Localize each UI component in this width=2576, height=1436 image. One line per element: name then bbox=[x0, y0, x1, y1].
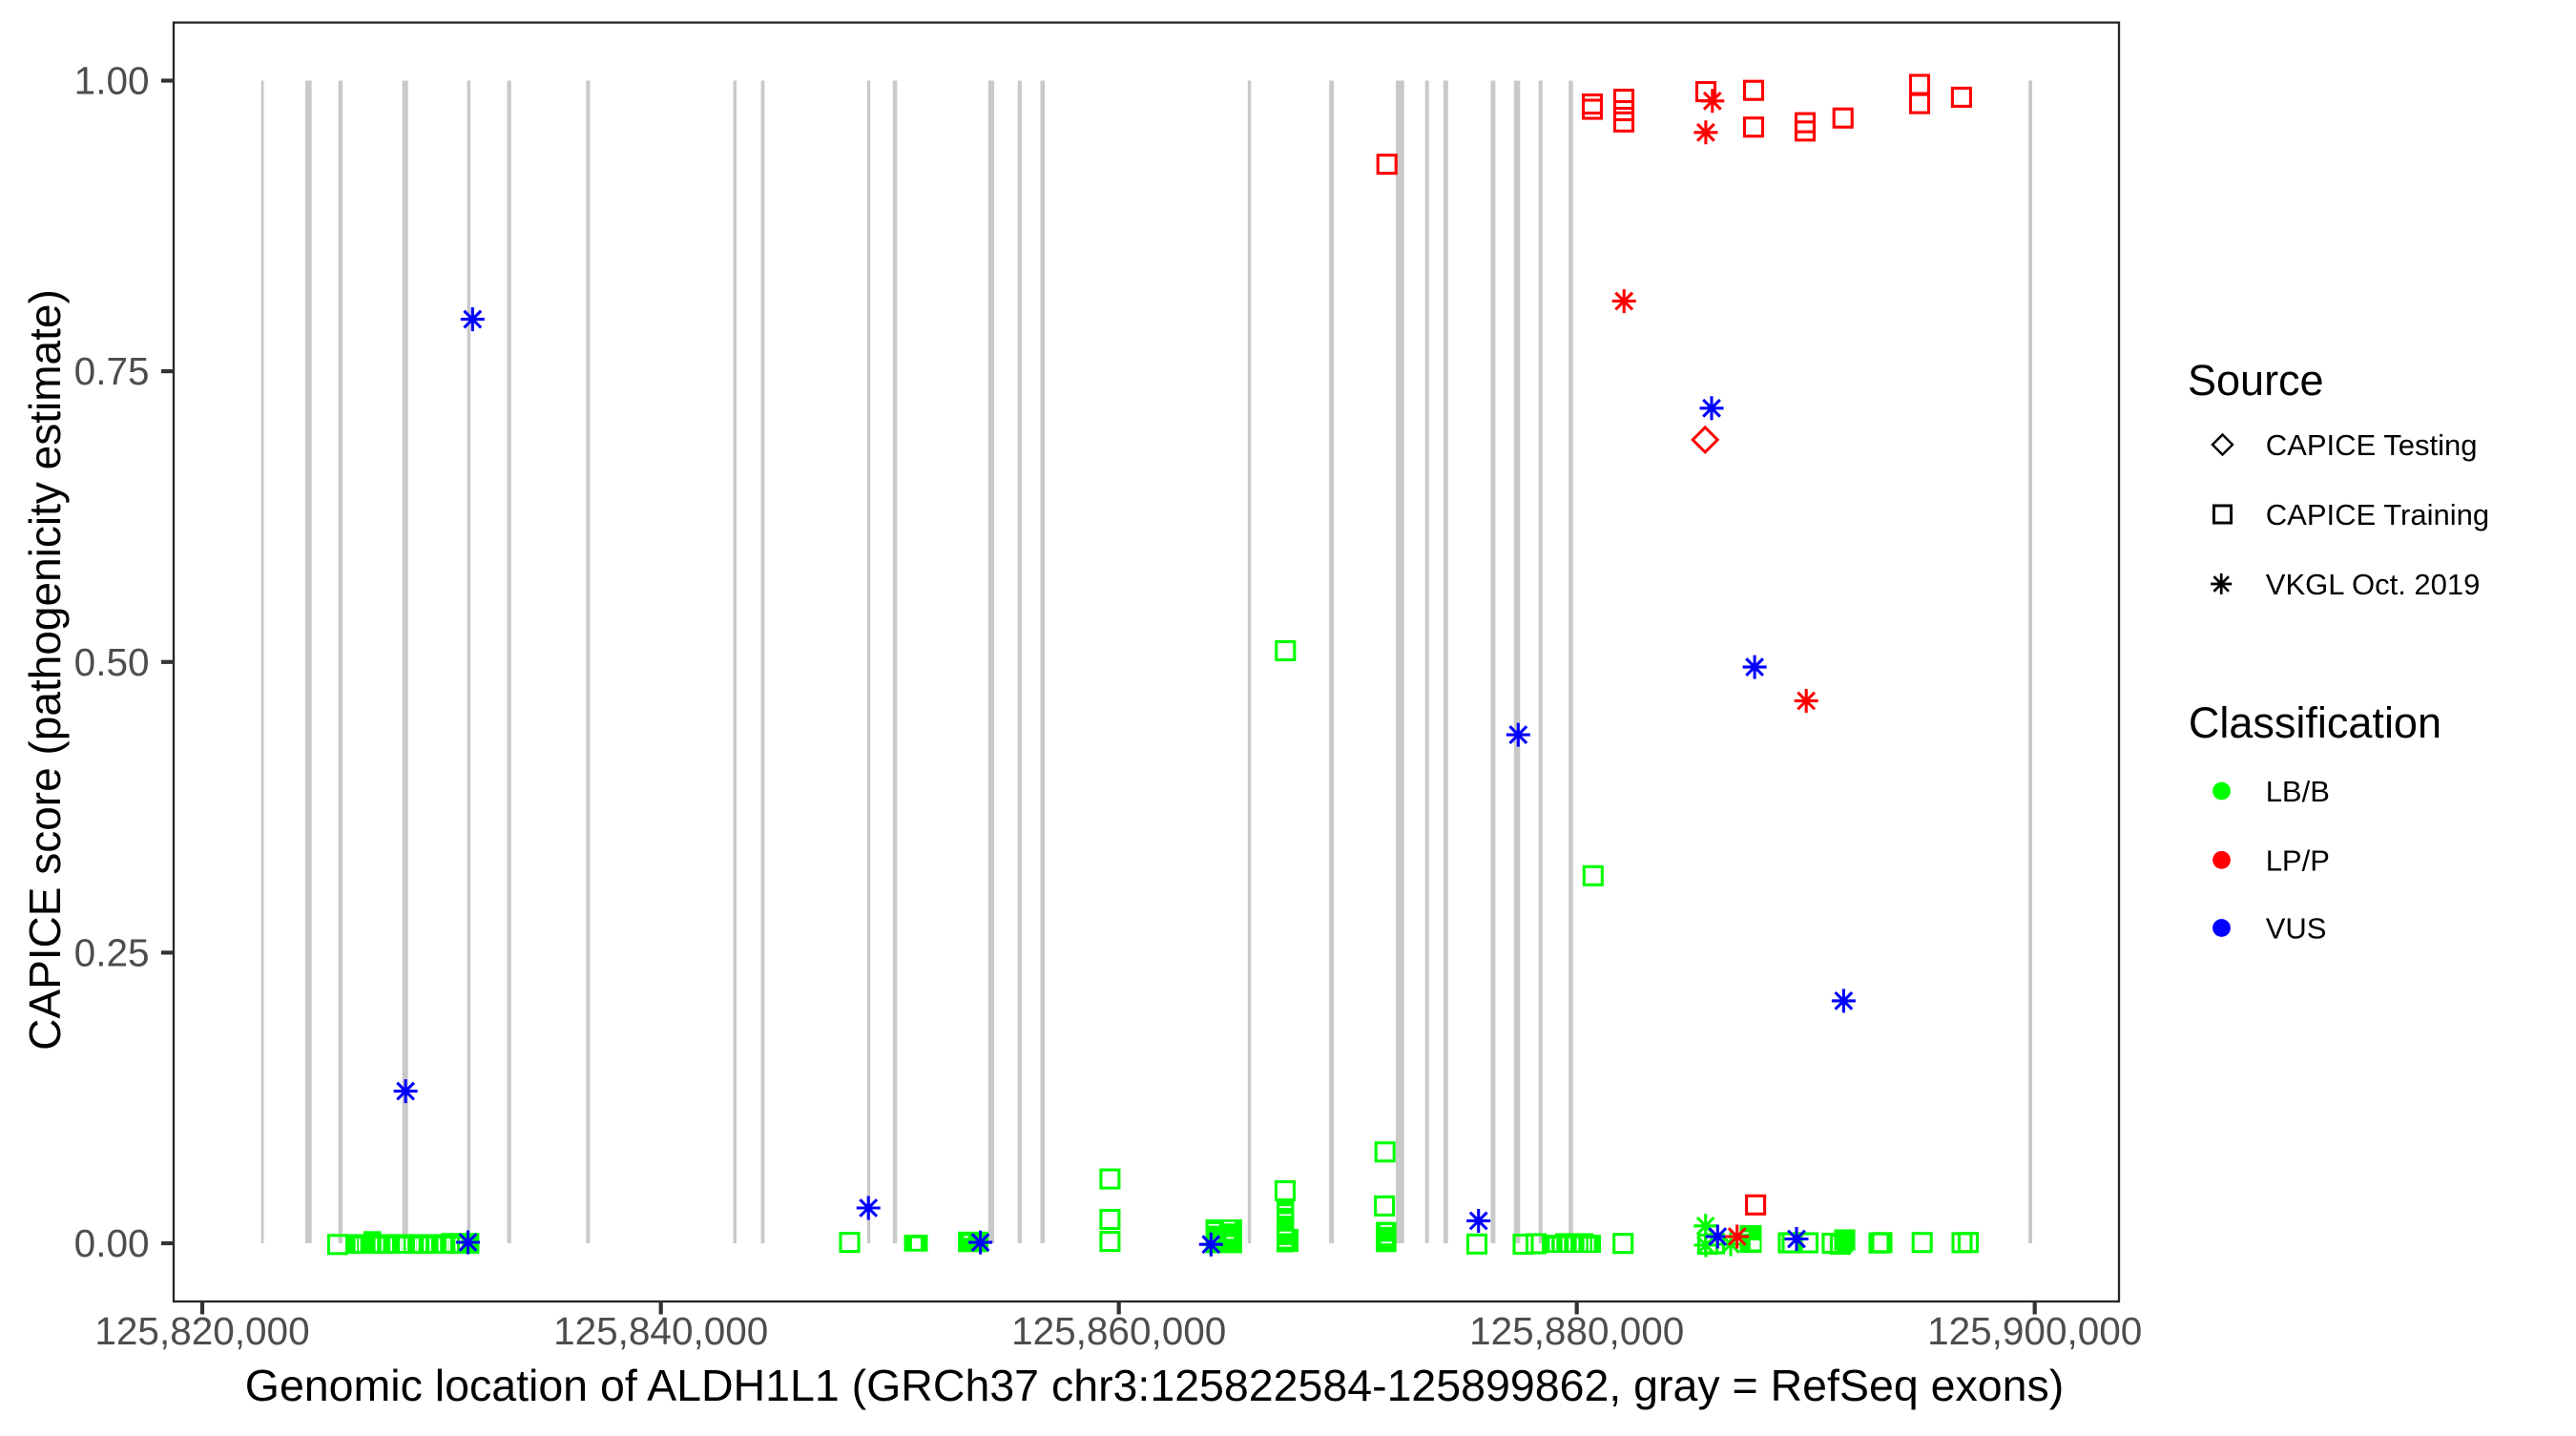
svg-text:125,840,000: 125,840,000 bbox=[553, 1309, 768, 1353]
svg-text:CAPICE Training: CAPICE Training bbox=[2266, 498, 2489, 531]
svg-text:Source: Source bbox=[2188, 356, 2324, 405]
svg-text:CAPICE Testing: CAPICE Testing bbox=[2266, 428, 2478, 462]
svg-text:0.25: 0.25 bbox=[74, 930, 150, 974]
svg-text:1.00: 1.00 bbox=[74, 59, 150, 103]
svg-text:CAPICE score (pathogenicity es: CAPICE score (pathogenicity estimate) bbox=[20, 289, 70, 1051]
svg-text:0.75: 0.75 bbox=[74, 349, 150, 393]
svg-text:VUS: VUS bbox=[2266, 912, 2327, 946]
svg-text:LP/P: LP/P bbox=[2266, 843, 2330, 877]
svg-text:Genomic location of ALDH1L1 (G: Genomic location of ALDH1L1 (GRCh37 chr3… bbox=[245, 1361, 2064, 1410]
svg-text:125,900,000: 125,900,000 bbox=[1927, 1309, 2142, 1353]
svg-text:Classification: Classification bbox=[2189, 698, 2441, 747]
svg-text:0.50: 0.50 bbox=[74, 640, 150, 684]
svg-text:125,860,000: 125,860,000 bbox=[1011, 1309, 1226, 1353]
svg-text:125,880,000: 125,880,000 bbox=[1469, 1309, 1684, 1353]
svg-text:125,820,000: 125,820,000 bbox=[94, 1309, 309, 1353]
svg-text:LB/B: LB/B bbox=[2266, 775, 2330, 808]
svg-text:0.00: 0.00 bbox=[74, 1221, 150, 1265]
svg-text:VKGL Oct. 2019: VKGL Oct. 2019 bbox=[2266, 568, 2481, 601]
